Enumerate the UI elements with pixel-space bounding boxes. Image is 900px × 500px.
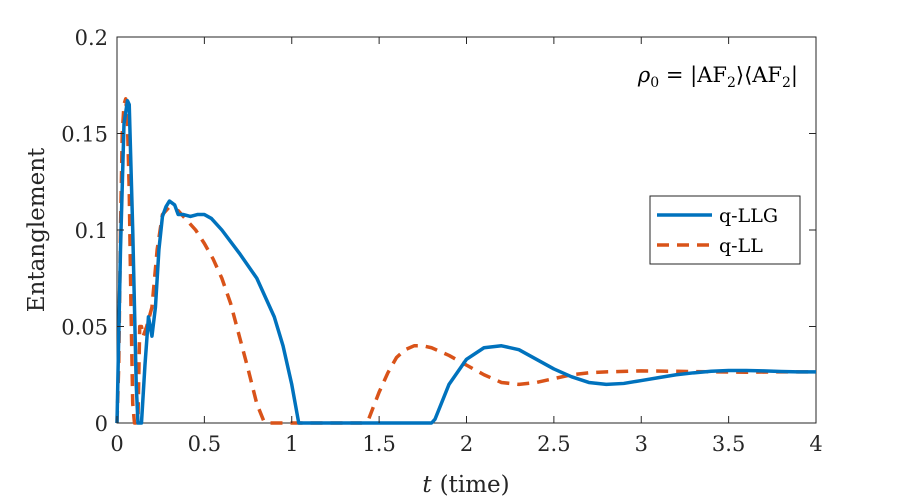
y-tick-label: 0.1 [75,219,108,243]
series-line-q-ll [115,97,816,425]
state-annotation: ρ0 = |AF2⟩⟨AF2| [637,63,798,91]
x-axis-label-symbol: t [422,472,432,498]
annotation-ket-subscript: 2 [727,75,736,91]
y-tick-label: 0.05 [61,316,108,340]
annotation-close: | [791,63,798,88]
annotation-rho: ρ [637,63,651,87]
x-tick-label: 4 [809,432,822,456]
annotation-equals-ket: = |AF [659,63,727,88]
y-axis-label: Entanglement [24,147,50,312]
x-tick-label: 3 [635,432,648,456]
x-axis-label: t (time) [422,472,509,498]
annotation-bra-subscript: 2 [782,75,791,91]
x-axis-ticks: 0 0.5 1 1.5 2 2.5 3 3.5 4 [110,37,823,456]
y-tick-label: 0.15 [61,123,108,147]
legend-label-q-ll: q-LL [719,235,763,257]
x-tick-label: 1.5 [362,432,395,456]
x-tick-label: 2 [460,432,473,456]
annotation-bra: ⟩⟨AF [736,63,782,87]
y-tick-label: 0 [95,412,108,436]
series-group [115,97,816,425]
annotation-rho-subscript: 0 [650,75,659,91]
x-axis-label-text: (time) [440,472,510,498]
x-tick-label: 3.5 [712,432,745,456]
x-tick-label: 2.5 [537,432,570,456]
x-tick-label: 0.5 [188,432,221,456]
legend: q-LLG q-LL [649,195,801,265]
x-tick-label: 0 [110,432,123,456]
series-line-q-llg [115,98,816,425]
x-tick-label: 1 [285,432,298,456]
legend-box [649,195,801,265]
y-tick-label: 0.2 [75,26,108,50]
legend-label-q-llg: q-LLG [719,205,778,227]
y-axis-ticks: 0 0.05 0.1 0.15 0.2 [61,26,816,436]
